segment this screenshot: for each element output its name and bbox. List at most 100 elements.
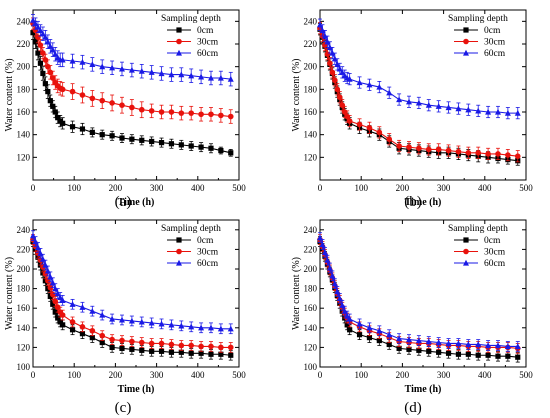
data-point [188,72,195,79]
data-point [455,340,462,347]
data-point [329,272,336,279]
data-point [332,77,338,84]
y-tick-label: 160 [17,303,31,313]
y-tick-label: 140 [17,130,31,140]
data-point [158,109,165,115]
legend-title: Sampling depth [448,14,508,24]
panel-label: (d) [404,400,422,416]
data-point [324,38,331,45]
panel-label: (c) [115,400,132,416]
data-point [57,319,63,325]
data-point [416,347,422,353]
data-point [396,345,402,351]
y-tick-label: 180 [304,284,318,294]
x-tick-label: 400 [191,183,205,193]
y-axis-label: Water content (%) [4,58,15,131]
data-point [168,349,175,355]
data-point [208,351,214,357]
data-point [69,327,76,333]
legend-label: 30cm [484,248,506,258]
data-point [396,335,403,342]
data-point [148,319,155,326]
data-point [57,294,64,301]
legend-title: Sampling depth [161,14,221,24]
data-point [178,71,185,78]
data-point [334,86,341,93]
series-0cm [30,25,234,157]
data-point [60,120,66,126]
data-point [89,129,95,135]
data-point [341,307,348,314]
data-point [406,144,412,150]
data-point [227,325,234,332]
data-point [168,141,175,147]
y-tick-label: 160 [304,107,318,117]
y-tick-label: 240 [304,225,318,235]
data-point [178,110,185,116]
legend-label: 0cm [484,26,501,36]
data-point [69,301,76,307]
data-point [168,341,175,348]
data-point [405,98,412,105]
data-point [99,97,106,104]
data-point [89,327,96,334]
data-point [475,341,482,348]
series-30cm [30,234,234,353]
data-point [339,102,346,108]
x-tick-label: 500 [232,370,246,380]
data-point [425,102,432,108]
data-point [42,34,49,40]
x-tick-label: 0 [31,183,36,193]
data-point [188,110,195,116]
x-tick-label: 200 [396,183,410,193]
data-point [485,352,491,358]
legend-label: 60cm [197,259,219,269]
data-point [129,346,135,352]
y-tick-label: 180 [304,84,318,94]
y-tick-label: 160 [17,107,31,117]
x-tick-label: 100 [67,370,81,380]
legend-marker [463,248,469,255]
legend-label: 30cm [484,38,506,48]
y-tick-label: 240 [304,16,318,26]
legend-marker [463,237,469,243]
data-point [198,324,205,331]
legend-label: 30cm [197,248,219,258]
series-60cm [317,232,521,352]
data-point [52,51,59,57]
data-point [329,69,336,76]
data-point [485,151,491,157]
data-point [55,315,61,321]
data-point [319,241,326,248]
x-tick-label: 100 [354,370,368,380]
data-point [465,150,472,156]
data-point [198,111,204,118]
data-point [69,88,76,95]
data-point [59,56,66,63]
legend-label: 0cm [197,236,214,246]
x-tick-label: 400 [478,370,492,380]
data-point [514,153,521,159]
data-point [148,69,155,75]
x-tick-label: 100 [67,183,81,193]
data-point [52,109,58,115]
data-point [40,50,46,56]
data-point [158,320,165,327]
x-axis-label: Time (h) [118,197,155,208]
x-tick-label: 300 [437,183,451,193]
data-point [217,74,224,81]
data-point [321,249,328,255]
data-point [198,343,204,350]
data-point [415,99,422,106]
data-point [49,291,56,298]
data-point [475,150,482,156]
data-point [336,295,343,301]
panel-label: (b) [404,194,422,210]
panel-a: 0 100 200 300 400 500 120 140 160 180 200 220 240 Tim… [4,9,246,210]
data-point [109,336,115,343]
legend-label: 60cm [197,49,219,59]
data-point [99,311,106,318]
data-point [396,143,402,149]
legend-marker [176,259,182,266]
y-tick-label: 140 [17,323,31,333]
